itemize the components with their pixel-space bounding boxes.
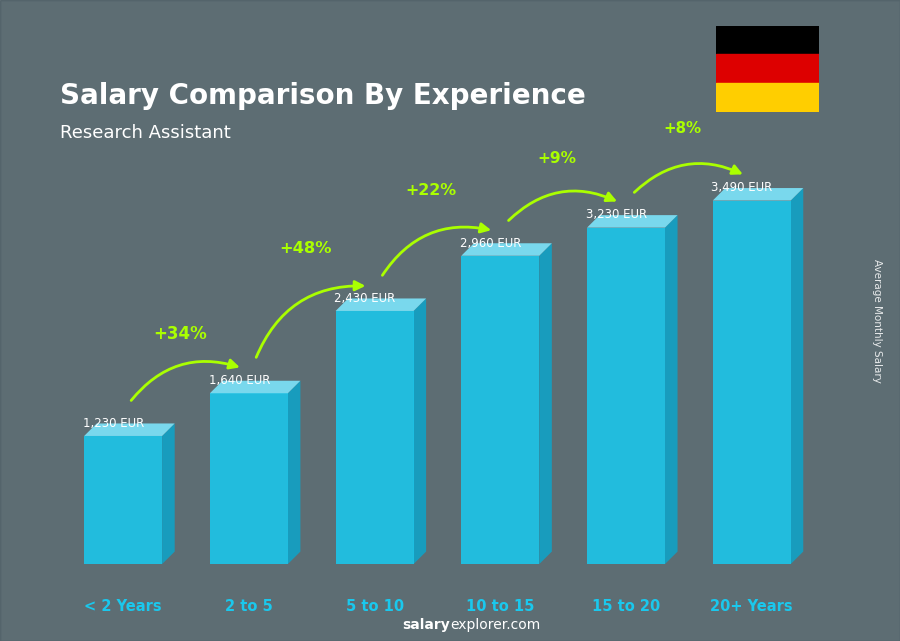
- Polygon shape: [791, 188, 804, 564]
- Text: 1,640 EUR: 1,640 EUR: [209, 374, 270, 387]
- Text: +48%: +48%: [279, 241, 332, 256]
- Text: 15 to 20: 15 to 20: [592, 599, 660, 615]
- Text: 5 to 10: 5 to 10: [346, 599, 403, 615]
- Polygon shape: [713, 188, 804, 201]
- Polygon shape: [85, 424, 175, 436]
- Polygon shape: [162, 424, 175, 564]
- Text: salary: salary: [402, 619, 450, 633]
- Text: +9%: +9%: [537, 151, 576, 167]
- Bar: [716, 54, 819, 83]
- Text: < 2 Years: < 2 Years: [85, 599, 162, 615]
- Polygon shape: [665, 215, 678, 564]
- Text: explorer.com: explorer.com: [450, 619, 540, 633]
- Text: 10 to 15: 10 to 15: [466, 599, 535, 615]
- Text: 3,230 EUR: 3,230 EUR: [586, 208, 647, 221]
- Polygon shape: [210, 381, 301, 393]
- Text: Average Monthly Salary: Average Monthly Salary: [872, 258, 883, 383]
- FancyBboxPatch shape: [462, 256, 539, 564]
- Text: 20+ Years: 20+ Years: [710, 599, 793, 615]
- FancyBboxPatch shape: [587, 228, 665, 564]
- FancyBboxPatch shape: [210, 393, 288, 564]
- FancyBboxPatch shape: [336, 311, 413, 564]
- Text: Research Assistant: Research Assistant: [60, 124, 231, 142]
- Text: 1,230 EUR: 1,230 EUR: [83, 417, 144, 429]
- FancyBboxPatch shape: [713, 201, 791, 564]
- Polygon shape: [288, 381, 301, 564]
- Text: Salary Comparison By Experience: Salary Comparison By Experience: [60, 81, 586, 110]
- Text: 3,490 EUR: 3,490 EUR: [712, 181, 773, 194]
- Text: 2,960 EUR: 2,960 EUR: [460, 237, 521, 249]
- Text: +8%: +8%: [663, 121, 702, 136]
- FancyBboxPatch shape: [85, 436, 162, 564]
- Bar: [716, 83, 819, 112]
- Bar: [716, 26, 819, 54]
- Text: 2,430 EUR: 2,430 EUR: [334, 292, 396, 304]
- Polygon shape: [539, 243, 552, 564]
- Polygon shape: [413, 299, 426, 564]
- Polygon shape: [587, 215, 678, 228]
- Polygon shape: [462, 243, 552, 256]
- Text: +34%: +34%: [153, 325, 207, 343]
- Text: 2 to 5: 2 to 5: [225, 599, 273, 615]
- Polygon shape: [336, 299, 426, 311]
- Text: +22%: +22%: [406, 183, 456, 197]
